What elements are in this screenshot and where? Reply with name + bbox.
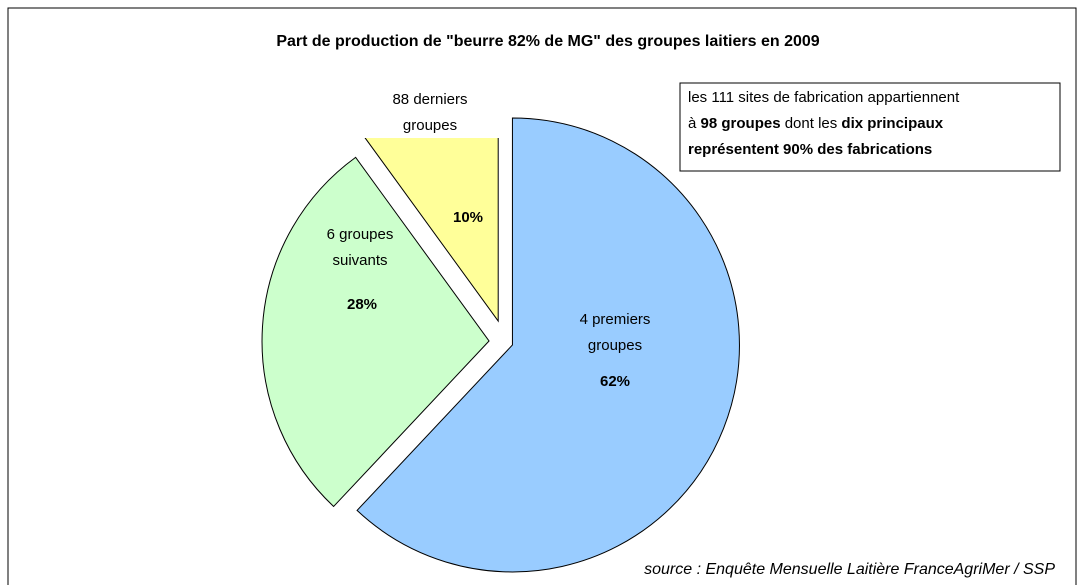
annotation-line: les 111 sites de fabrication appartienne… [688,89,960,106]
value-label: 28% [347,296,377,313]
pie-slice [261,156,490,508]
annotation-run: les 111 sites de fabrication appartienne… [688,89,960,106]
category-label: 4 premiers groupes [580,311,651,354]
chart-title: Part de production de "beurre 82% de MG"… [276,33,819,50]
label-bg [355,86,505,138]
annotation-line: représentent 90% des fabrications [688,141,932,158]
category-label: 6 groupes suivants [327,226,394,269]
annotation-run: dont les [781,115,842,132]
pie-slice [356,117,740,573]
source: source : Enquête Mensuelle Laitière Fran… [644,561,1055,578]
annotation-run: à [688,115,701,132]
annotation-run: représentent 90% des fabrications [688,141,932,158]
annotation-run: dix principaux [841,115,943,132]
annotation-box [679,82,1061,172]
value-label: 10% [453,209,483,226]
annotation-line: à 98 groupes dont les dix principaux [688,115,944,132]
value-label: 62% [600,373,630,390]
annotation-run: 98 groupes [701,115,781,132]
category-label: 88 derniers groupes [392,91,467,134]
